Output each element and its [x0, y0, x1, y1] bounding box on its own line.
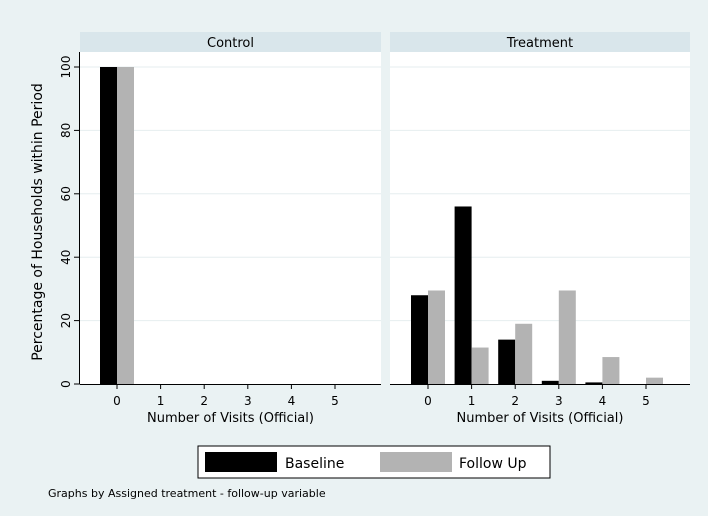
- y-tick-label: 100: [59, 56, 73, 79]
- panel-control: Control 0 1 2 3 4 5 Number of Visits (Official)…: [59, 32, 381, 426]
- legend-label-baseline: Baseline: [285, 456, 344, 472]
- x-tick-label: 2: [511, 394, 519, 408]
- bar-followup: [428, 290, 445, 384]
- y-tick-label: 0: [59, 380, 73, 388]
- x-tick-label: 0: [113, 394, 121, 408]
- y-tick-label: 20: [59, 313, 73, 328]
- x-tick-label: 4: [599, 394, 607, 408]
- panel-title: Control: [207, 36, 254, 51]
- legend-swatch-followup: [380, 452, 452, 472]
- bar-baseline: [100, 67, 117, 384]
- bar-baseline: [411, 295, 428, 384]
- bar-followup: [602, 357, 620, 384]
- panel-title: Treatment: [506, 36, 573, 51]
- bar-baseline: [454, 206, 472, 384]
- x-tick-label: 2: [200, 394, 208, 408]
- panel-strip: [390, 32, 690, 52]
- legend-label-followup: Follow Up: [459, 456, 527, 472]
- x-tick-label: 1: [157, 394, 165, 408]
- bar-baseline: [585, 382, 603, 384]
- bar-followup: [646, 377, 663, 384]
- x-tick-label: 5: [331, 394, 339, 408]
- x-tick-label: 1: [468, 394, 476, 408]
- legend-swatch-baseline: [205, 452, 277, 472]
- y-tick-label: 60: [59, 186, 73, 201]
- bar-baseline: [541, 380, 559, 384]
- x-tick-label: 0: [424, 394, 432, 408]
- x-tick-label: 5: [642, 394, 650, 408]
- x-tick-label: 3: [555, 394, 563, 408]
- x-axis-title: Number of Visits (Official): [147, 411, 314, 426]
- chart-note: Graphs by Assigned treatment - follow-up…: [48, 487, 326, 500]
- x-tick-label: 3: [244, 394, 252, 408]
- panel-strip: [80, 32, 381, 52]
- y-axis-title: Percentage of Households within Period: [30, 83, 46, 361]
- x-axis-title: Number of Visits (Official): [457, 411, 624, 426]
- bar-followup: [471, 347, 489, 384]
- bar-baseline: [498, 339, 516, 384]
- panel-treatment: Treatment 0 1 2 3 4 5 Number of Visits (Officia…: [390, 32, 690, 426]
- bar-followup: [515, 323, 533, 384]
- x-tick-label: 4: [288, 394, 296, 408]
- y-tick-label: 40: [59, 250, 73, 265]
- legend: Baseline Follow Up: [197, 445, 551, 479]
- bar-followup: [558, 290, 576, 384]
- bar-followup: [117, 67, 134, 384]
- y-tick-label: 80: [59, 123, 73, 138]
